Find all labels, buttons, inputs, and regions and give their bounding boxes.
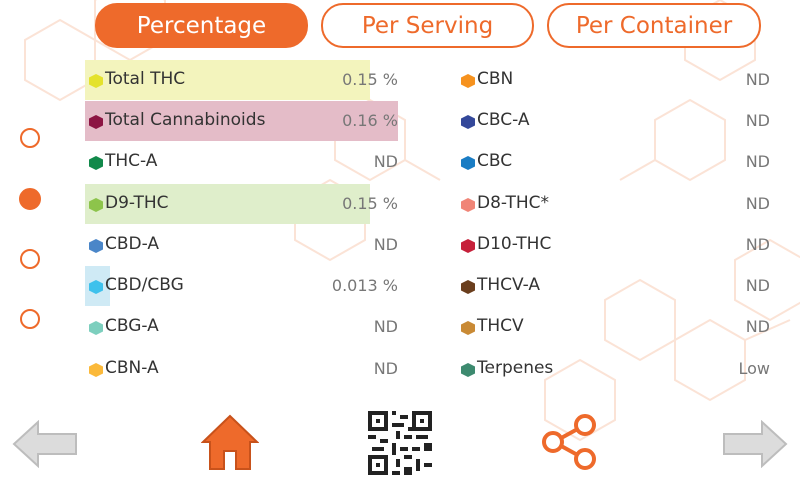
left-row-d9-thc: D9-THC 0.15 %: [85, 184, 398, 224]
right-row-cbc-a: CBC-A ND: [457, 101, 770, 141]
cannabinoid-value: ND: [373, 235, 398, 254]
cannabinoid-name: CBD/CBG: [105, 275, 184, 295]
right-row-d10-thc: D10-THC ND: [457, 225, 770, 265]
cannabinoid-name: THCV: [477, 316, 524, 336]
hexagon-icon: [89, 198, 103, 212]
arrow-left-icon: [12, 420, 77, 468]
hexagon-icon: [461, 115, 475, 129]
cannabinoid-value: 0.15 %: [342, 194, 398, 213]
cannabinoid-name: CBN: [477, 69, 514, 89]
cannabinoid-value: ND: [373, 317, 398, 336]
page-dot-2[interactable]: [19, 188, 41, 210]
cannabinoid-value: 0.15 %: [342, 70, 398, 89]
right-row-terpenes: Terpenes Low: [457, 349, 770, 389]
hexagon-icon: [461, 239, 475, 253]
cannabinoid-value: ND: [745, 70, 770, 89]
hexagon-icon: [89, 280, 103, 294]
cannabinoid-value: ND: [745, 276, 770, 295]
cannabinoid-value: ND: [745, 317, 770, 336]
cannabinoid-value: ND: [745, 235, 770, 254]
hexagon-icon: [461, 74, 475, 88]
page-dot-4[interactable]: [20, 309, 40, 329]
cannabinoid-value: 0.013 %: [331, 276, 398, 295]
arrow-right-icon: [723, 420, 788, 468]
cannabinoid-name: CBG-A: [105, 316, 159, 336]
cannabinoid-name: THC-A: [105, 151, 158, 171]
left-row-cbd-cbg: CBD/CBG 0.013 %: [85, 266, 398, 306]
left-row-cbg-a: CBG-A ND: [85, 307, 398, 347]
hexagon-icon: [89, 74, 103, 88]
cannabinoid-value: Low: [738, 359, 770, 378]
left-row-total-cannabinoids: Total Cannabinoids 0.16 %: [85, 101, 398, 141]
tab-per-serving[interactable]: Per Serving: [321, 3, 534, 48]
value-bar: [85, 60, 370, 100]
hexagon-icon: [461, 156, 475, 170]
right-row-thcv-a: THCV-A ND: [457, 266, 770, 306]
qr-code-button[interactable]: [368, 411, 432, 475]
right-row-d8-thc-: D8-THC* ND: [457, 184, 770, 224]
hexagon-icon: [461, 321, 475, 335]
hexagon-icon: [89, 156, 103, 170]
cannabinoid-name: D10-THC: [477, 234, 552, 254]
cannabinoid-name: CBD-A: [105, 234, 160, 254]
tab-percentage[interactable]: Percentage: [95, 3, 308, 48]
left-row-thc-a: THC-A ND: [85, 142, 398, 182]
left-row-cbn-a: CBN-A ND: [85, 349, 398, 389]
hexagon-icon: [461, 363, 475, 377]
back-arrow-button[interactable]: [12, 420, 78, 468]
tab-per-container[interactable]: Per Container: [547, 3, 761, 48]
cannabinoid-name: Total Cannabinoids: [105, 110, 266, 130]
share-button[interactable]: [540, 414, 598, 470]
left-row-total-thc: Total THC 0.15 %: [85, 60, 398, 100]
left-row-cbd-a: CBD-A ND: [85, 225, 398, 265]
cannabinoid-name: Total THC: [105, 69, 186, 89]
cannabinoid-name: THCV-A: [477, 275, 541, 295]
hexagon-icon: [461, 280, 475, 294]
hexagon-icon: [461, 198, 475, 212]
cannabinoid-value: 0.16 %: [342, 111, 398, 130]
hexagon-icon: [89, 115, 103, 129]
home-icon: [201, 414, 259, 470]
cannabinoid-value: ND: [745, 111, 770, 130]
hexagon-icon: [89, 239, 103, 253]
value-bar: [85, 184, 370, 224]
cannabinoid-name: CBN-A: [105, 358, 159, 378]
right-row-thcv: THCV ND: [457, 307, 770, 347]
hexagon-icon: [89, 363, 103, 377]
cannabinoid-value: ND: [373, 152, 398, 171]
cannabinoid-value: ND: [745, 194, 770, 213]
right-row-cbn: CBN ND: [457, 60, 770, 100]
page-dot-3[interactable]: [20, 249, 40, 269]
share-icon: [542, 414, 596, 470]
cannabinoid-name: CBC: [477, 151, 513, 171]
value-bar: [85, 101, 398, 141]
forward-arrow-button[interactable]: [722, 420, 788, 468]
hexagon-icon: [89, 321, 103, 335]
cannabinoid-name: CBC-A: [477, 110, 530, 130]
cannabinoid-name: D9-THC: [105, 193, 169, 213]
cannabinoid-name: D8-THC*: [477, 193, 550, 213]
right-row-cbc: CBC ND: [457, 142, 770, 182]
cannabinoid-value: ND: [745, 152, 770, 171]
page-dot-1[interactable]: [20, 128, 40, 148]
home-button[interactable]: [201, 413, 259, 471]
qr-code-icon: [368, 411, 432, 475]
cannabinoid-name: Terpenes: [477, 358, 554, 378]
cannabinoid-value: ND: [373, 359, 398, 378]
